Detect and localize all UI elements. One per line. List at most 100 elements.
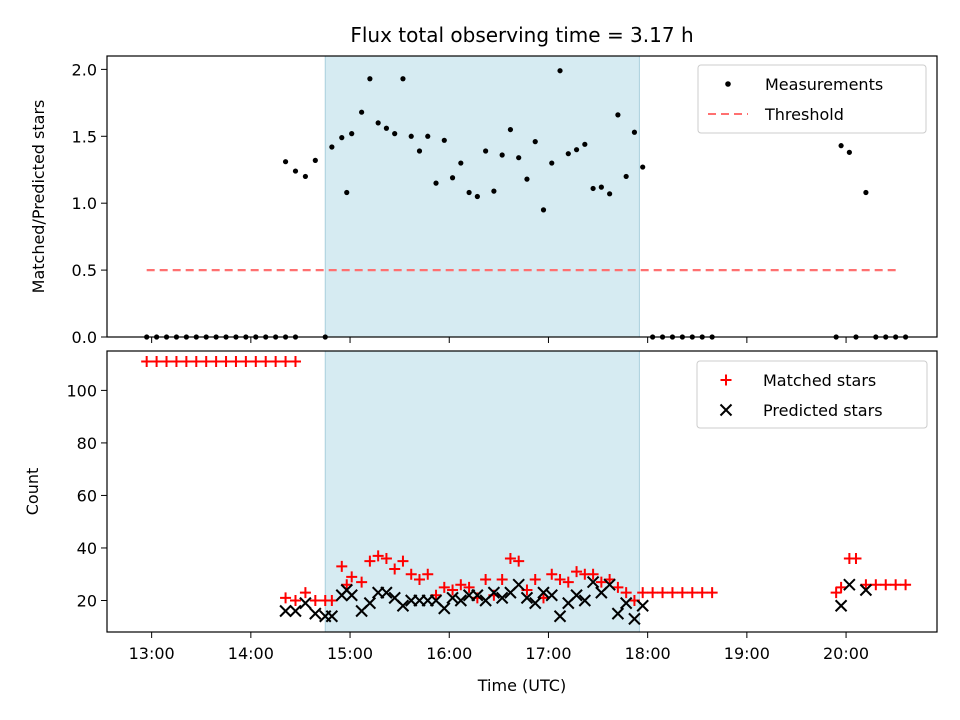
predicted-point-3	[309, 607, 322, 620]
x-tick-label-4: 17:00	[525, 644, 571, 663]
matched-point-42	[496, 573, 508, 585]
matched-point-29	[389, 563, 401, 575]
measurement-point-50	[565, 151, 571, 157]
measurement-point-38	[466, 189, 472, 196]
matched-point-13	[270, 356, 282, 368]
matched-point-72	[870, 579, 882, 591]
measurement-point-22	[339, 135, 345, 141]
predicted-point-12	[380, 586, 393, 599]
legend-matched-label: Matched stars	[763, 371, 876, 390]
matched-point-62	[666, 587, 678, 599]
matched-point-5	[190, 356, 202, 368]
matched-point-14	[280, 356, 292, 368]
matched-point-30	[397, 555, 409, 567]
x-tick-label-0: 13:00	[129, 644, 175, 663]
matched-point-64	[686, 587, 698, 599]
matched-point-51	[571, 566, 583, 578]
matched-point-40	[480, 573, 492, 585]
observing-window-bottom	[325, 351, 640, 632]
predicted-point-39	[603, 578, 616, 591]
measurement-point-29	[392, 131, 398, 137]
matched-point-25	[356, 576, 368, 588]
legend-measurements-marker	[725, 81, 731, 87]
bottom-y-ticks: 20 40 60 80 100	[66, 381, 107, 610]
matched-point-57	[620, 587, 632, 599]
matched-point-26	[364, 555, 376, 567]
measurement-point-35	[441, 137, 447, 143]
matched-point-36	[447, 584, 459, 596]
measurement-point-49	[557, 68, 563, 74]
matched-point-31	[405, 568, 417, 580]
bottom-marks	[141, 351, 912, 632]
measurement-point-59	[640, 164, 646, 170]
bottom-panel: 20 40 60 80 100 13:00 14:00 15:00 16:00 17:00 18:…	[23, 350, 938, 695]
legend-matched-plus	[720, 374, 732, 386]
matched-point-32	[413, 573, 425, 585]
legend-threshold-label: Threshold	[764, 105, 844, 124]
measurement-point-33	[425, 133, 431, 139]
measurement-point-31	[408, 133, 414, 139]
matched-point-9	[230, 356, 242, 368]
measurement-point-30	[400, 76, 406, 82]
bottom-ytick-label-0: 20	[77, 591, 97, 610]
predicted-point-0	[279, 604, 292, 618]
predicted-point-28	[512, 578, 525, 591]
measurement-point-23	[344, 189, 350, 196]
bottom-ytick-label-2: 60	[77, 486, 97, 505]
predicted-point-20	[446, 591, 459, 605]
matched-point-53	[587, 568, 599, 580]
matched-point-8	[220, 356, 232, 368]
measurement-point-17	[292, 168, 299, 174]
measurement-point-51	[573, 147, 580, 153]
top-y-axis-label: Matched/Predicted stars	[29, 100, 48, 294]
measurement-point-44	[516, 155, 522, 161]
predicted-point-5	[325, 610, 339, 623]
matched-point-10	[240, 356, 252, 368]
predicted-point-32	[545, 589, 558, 602]
matched-point-50	[562, 576, 574, 588]
matched-point-7	[210, 356, 222, 368]
matched-point-33	[422, 568, 434, 580]
predicted-point-36	[578, 594, 592, 607]
predicted-point-23	[471, 589, 484, 602]
measurement-point-47	[540, 207, 547, 213]
x-tick-label-1: 14:00	[228, 644, 274, 663]
x-tick-label-3: 16:00	[426, 644, 472, 663]
x-tick-label-7: 20:00	[823, 644, 869, 663]
measurement-point-24	[349, 131, 355, 137]
predicted-point-41	[619, 596, 633, 610]
measurement-point-57	[623, 173, 629, 180]
measurement-point-58	[631, 129, 638, 135]
measurement-point-43	[507, 126, 514, 133]
top-ytick-label-0: 0.0	[72, 328, 97, 347]
measurement-point-25	[359, 109, 365, 115]
matched-point-27	[372, 550, 384, 562]
measurement-point-28	[383, 125, 390, 131]
bottom-x-ticks: 13:00 14:00 15:00 16:00 17:00 18:00 19:00 20:00	[129, 632, 869, 663]
measurement-point-40	[483, 148, 489, 154]
legend-matched-marker	[720, 374, 732, 386]
matched-point-12	[260, 356, 272, 368]
matched-point-22	[336, 560, 348, 572]
matched-point-38	[463, 581, 475, 593]
measurement-point-42	[499, 152, 505, 158]
measurement-point-26	[367, 76, 373, 82]
predicted-point-40	[611, 607, 625, 620]
predicted-point-19	[438, 602, 451, 615]
bottom-legend-box	[696, 360, 928, 429]
matched-point-1	[151, 356, 163, 368]
measurement-point-16	[282, 159, 289, 165]
matched-point-6	[200, 356, 212, 368]
measurement-point-27	[375, 120, 381, 126]
matched-point-15	[289, 356, 301, 368]
measurement-point-41	[491, 188, 497, 194]
matched-point-4	[180, 356, 192, 368]
measurement-point-68	[838, 143, 844, 149]
matched-point-67	[830, 587, 842, 599]
predicted-point-46	[859, 583, 873, 597]
matched-point-48	[546, 568, 558, 580]
predicted-point-44	[834, 599, 848, 612]
measurement-point-56	[615, 112, 621, 118]
predicted-point-35	[570, 589, 583, 602]
